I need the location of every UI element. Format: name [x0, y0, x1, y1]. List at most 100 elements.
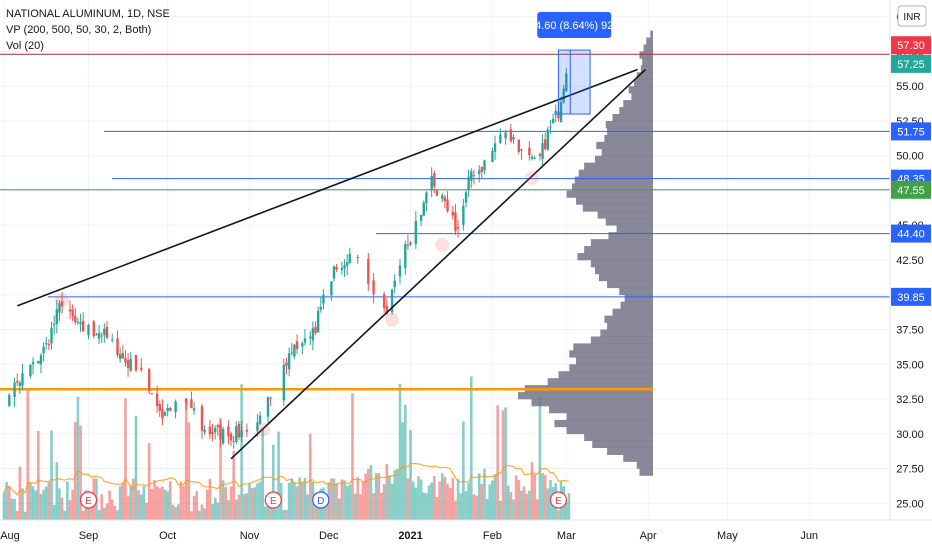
volume-bar	[145, 502, 148, 520]
candle-body	[346, 262, 349, 266]
time-axis-background	[0, 520, 932, 550]
time-axis-tick-label: Feb	[483, 530, 502, 542]
volume-bar	[475, 495, 478, 520]
volume-bar	[522, 486, 526, 520]
volume-indicator-label[interactable]: Vol (20)	[6, 40, 44, 52]
volume-bar	[224, 487, 228, 520]
volume-bar	[161, 486, 164, 520]
earnings-marker[interactable]	[264, 491, 282, 509]
volume-bar	[155, 486, 159, 520]
dividend-marker[interactable]	[312, 491, 330, 509]
candle-body	[216, 425, 220, 428]
volume-bar	[253, 487, 257, 520]
candle-body	[316, 310, 320, 333]
volume-bar	[190, 511, 193, 520]
volume-bar	[396, 469, 399, 520]
volume-bar	[29, 483, 32, 520]
volume-bar	[440, 473, 444, 520]
volume-bar	[330, 478, 333, 520]
volume-bar	[533, 474, 536, 520]
candle-body	[565, 73, 568, 92]
candle-body	[530, 156, 534, 159]
volume-bar	[232, 450, 235, 520]
volume-bar	[237, 494, 241, 520]
volume-bar	[567, 493, 571, 520]
candle-body	[562, 88, 565, 103]
volume-profile-row	[623, 100, 653, 108]
candle-body	[295, 341, 299, 349]
trendline[interactable]	[230, 68, 647, 460]
candle-body	[116, 338, 119, 356]
volume-bar	[235, 499, 238, 520]
price-level-tag-label: 39.85	[897, 292, 925, 304]
volume-bar	[221, 480, 225, 520]
candle-body	[293, 344, 296, 357]
candle-body	[229, 433, 233, 441]
horizontal-levels[interactable]	[0, 53, 890, 391]
volume-bar	[528, 490, 531, 520]
volume-bar	[438, 481, 441, 520]
volume-bar	[229, 486, 233, 520]
earnings-marker[interactable]	[549, 491, 568, 509]
volume-bar	[182, 486, 185, 520]
candle-body	[385, 305, 388, 315]
volume-bar	[271, 444, 275, 520]
volume-bar	[179, 481, 183, 520]
price-level-tag	[891, 180, 931, 199]
candle-body	[319, 307, 322, 310]
candle-body	[343, 265, 346, 269]
volume-bar	[422, 492, 426, 520]
volume-bar	[44, 486, 48, 520]
volume-bar	[10, 498, 14, 520]
candle-body	[372, 280, 375, 295]
candle-body	[18, 382, 22, 387]
volume-profile-row	[518, 392, 653, 400]
candle-body	[269, 397, 272, 399]
volume-bar	[219, 417, 222, 520]
candle-body	[419, 214, 423, 221]
earnings-marker[interactable]	[79, 491, 98, 509]
chart-legend[interactable]: NATIONAL ALUMINUM, 1D, NSE VP (200, 500,…	[6, 6, 170, 54]
price-axis-tick-label: 25.00	[896, 498, 924, 510]
candle-body	[52, 323, 56, 325]
time-axis[interactable]: Aug Sep Oct Nov Dec 2021 Feb Mar Apr May Jun	[0, 519, 932, 550]
volume-bar	[200, 504, 204, 520]
trendline[interactable]	[16, 68, 638, 307]
candle-body	[322, 294, 325, 304]
candle-body	[544, 139, 547, 150]
price-range-measure[interactable]: 4.60 (8.64%) 92	[535, 12, 613, 115]
volume-profile-row	[566, 190, 653, 198]
symbol-title[interactable]: NATIONAL ALUMINUM, 1D, NSE	[6, 8, 170, 20]
volume-bar	[55, 462, 59, 520]
touch-point-highlight	[435, 237, 450, 252]
currency-badge[interactable]: INR	[897, 5, 927, 27]
candle-body	[467, 176, 470, 191]
candle-body	[549, 126, 552, 128]
volume-bar	[15, 510, 19, 520]
price-axis[interactable]: 25.0027.5030.0032.5035.0037.5040.0042.50…	[889, 0, 932, 520]
volume-bar	[403, 404, 407, 520]
touch-point-highlight	[55, 293, 70, 308]
candle-body	[478, 170, 481, 175]
candle-body	[398, 265, 402, 277]
candle-body	[335, 267, 338, 270]
volume-profile-row	[650, 30, 653, 38]
volume-bar	[240, 384, 243, 520]
volume-profile-row	[640, 65, 653, 73]
trendlines[interactable]	[16, 68, 647, 460]
volume-profile-row	[607, 280, 653, 289]
price-axis-tick-label: 35.00	[896, 359, 924, 371]
volume-bar	[242, 494, 246, 520]
candle-body	[464, 192, 468, 203]
measure-label-background	[537, 12, 612, 39]
volume-bar	[308, 433, 312, 520]
volume-profile-indicator-label[interactable]: VP (200, 500, 50, 30, 2, Both)	[6, 24, 152, 36]
volume-bar	[142, 485, 146, 520]
volume-profile-row	[639, 51, 653, 59]
volume-bar	[21, 488, 24, 520]
measure-box[interactable]	[557, 49, 591, 115]
